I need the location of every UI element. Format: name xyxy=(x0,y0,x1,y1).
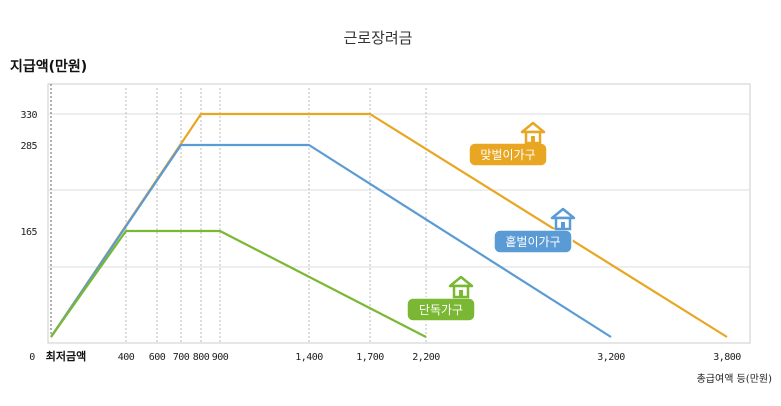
series-line-2 xyxy=(50,229,427,338)
y-tick-label-165: 165 xyxy=(20,227,37,238)
x-tick-label-1400: 1,400 xyxy=(295,352,323,363)
grid-lines xyxy=(48,113,750,268)
house-icon xyxy=(550,207,576,231)
x-minimum-label: 최저금액 xyxy=(46,349,86,363)
callout-1: 홑벌이가구 xyxy=(493,207,576,254)
callout-box-2 xyxy=(406,297,476,322)
callout-box-1 xyxy=(493,229,573,254)
y-axis-label: 지급액(만원) xyxy=(10,58,87,75)
x-tick-label-400: 400 xyxy=(118,352,135,363)
x-tick-label-700: 700 xyxy=(173,352,190,363)
x-tick-label-600: 600 xyxy=(149,352,166,363)
x-tick-label-3800: 3,800 xyxy=(713,352,741,363)
x-tick-label-1700: 1,700 xyxy=(356,352,384,363)
x-tick-label-800: 800 xyxy=(193,352,210,363)
x-axis-label: 총급여액 등(만원) xyxy=(697,373,772,385)
series-label-0: 맞벌이가구 xyxy=(480,148,535,162)
y-tick-labels: 165 285 330 xyxy=(20,110,38,238)
callout-2: 단독가구 xyxy=(406,275,476,322)
callout-0: 맞벌이가구 xyxy=(468,121,548,167)
x-tick-label-900: 900 xyxy=(212,352,229,363)
house-icon xyxy=(448,275,474,299)
y-tick-label-285: 285 xyxy=(20,141,37,152)
chart-title: 근로장려금 xyxy=(343,29,412,47)
callout-box-0 xyxy=(468,142,548,167)
y-tick-label-330: 330 xyxy=(20,110,37,121)
x-tick-labels: 400 600 700 800 900 1,400 1,700 2,200 3,200 3,800 xyxy=(118,352,742,363)
x-tick-label-3200: 3,200 xyxy=(597,352,625,363)
x-tick-label-2200: 2,200 xyxy=(412,352,440,363)
series-line-1 xyxy=(50,143,612,338)
x-origin-label: 0 xyxy=(29,352,35,363)
plot-area xyxy=(47,83,751,344)
series-label-2: 단독가구 xyxy=(419,303,463,317)
series-lines xyxy=(50,112,728,338)
house-icon xyxy=(520,121,546,145)
series-label-1: 홑벌이가구 xyxy=(505,235,560,249)
